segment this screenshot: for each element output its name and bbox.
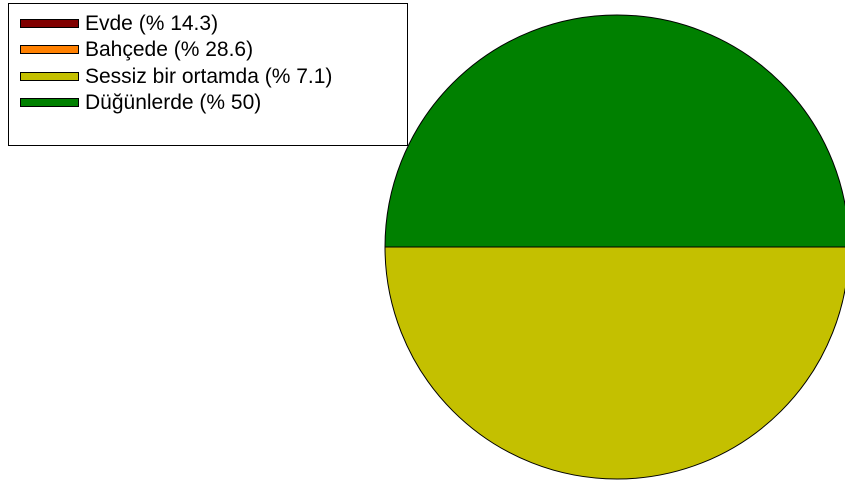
legend-swatch-sessiz (20, 71, 79, 81)
legend: Evde (% 14.3) Bahçede (% 28.6) Sessiz bi… (8, 3, 408, 146)
legend-label-sessiz: Sessiz bir ortamda (% 7.1) (85, 64, 333, 88)
legend-label-bahcede: Bahçede (% 28.6) (85, 38, 254, 62)
legend-item-bahcede: Bahçede (% 28.6) (9, 37, 407, 64)
legend-item-sessiz: Sessiz bir ortamda (% 7.1) (9, 63, 407, 90)
pie-slice-1 (384, 246, 845, 480)
legend-label-dugunlerde: Düğünlerde (% 50) (85, 91, 262, 115)
legend-item-dugunlerde: Düğünlerde (% 50) (9, 90, 407, 117)
legend-item-evde: Evde (% 14.3) (9, 10, 407, 37)
legend-swatch-bahcede (20, 45, 79, 55)
legend-swatch-dugunlerde (20, 98, 79, 108)
pie-slice-0 (384, 14, 845, 248)
legend-label-evde: Evde (% 14.3) (85, 11, 219, 35)
legend-swatch-evde (20, 18, 79, 28)
